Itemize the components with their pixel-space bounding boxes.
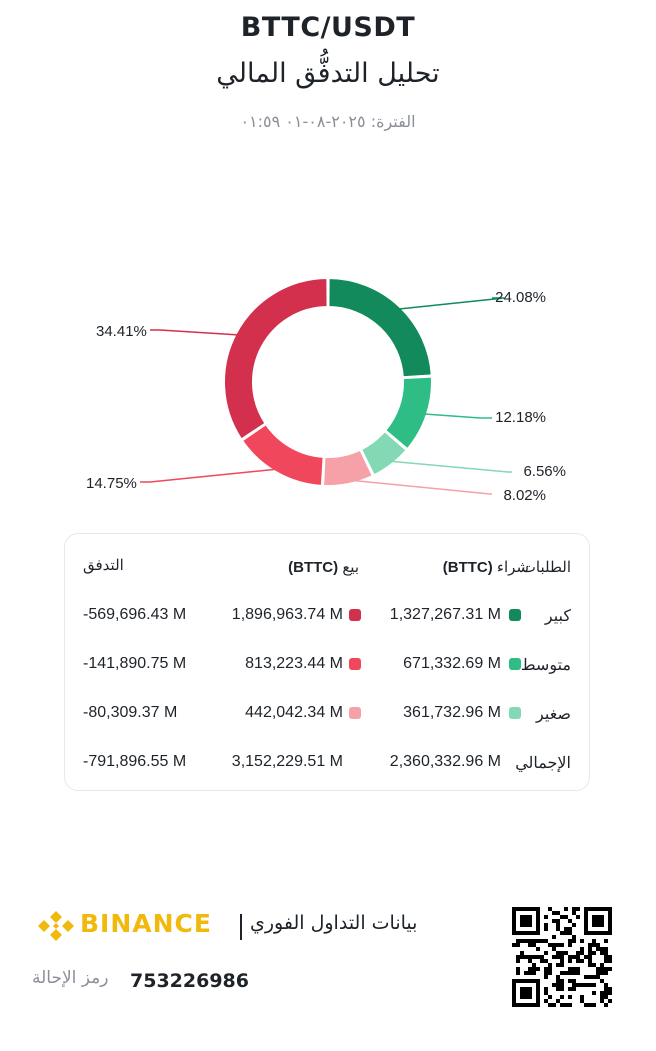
row-label: صغير xyxy=(536,706,571,723)
donut-chart: 24.08% 12.18% 6.56% 8.02% 14.75% 34.41% xyxy=(86,276,566,504)
brand-name: BINANCE xyxy=(80,909,212,938)
header-sell-unit: (BTTC) xyxy=(288,559,339,576)
flow-table: الطلبات شراء (BTTC) بيع (BTTC) التدفق كب… xyxy=(64,533,590,791)
header-flow: التدفق xyxy=(83,557,124,574)
sell-swatch xyxy=(349,707,361,719)
leader-line xyxy=(422,413,492,419)
realtime-label: بيانات التداول الفوري xyxy=(250,912,418,934)
row-label: الإجمالي xyxy=(515,755,571,772)
leader-line xyxy=(396,297,505,311)
header-buy-unit: (BTTC) xyxy=(442,559,493,576)
sell-swatch xyxy=(349,658,361,670)
header-sell: بيع (BTTC) xyxy=(288,559,359,576)
buy-swatch xyxy=(509,609,521,621)
sell-value: 442,042.34 M xyxy=(245,704,343,721)
flow-value: -141,890.75 M xyxy=(83,655,187,672)
pie-slice xyxy=(383,375,433,451)
header-buy: شراء (BTTC) xyxy=(442,559,529,576)
sell-value: 3,152,229.51 M xyxy=(231,753,343,770)
divider xyxy=(240,914,242,940)
leader-line xyxy=(140,468,279,483)
pie-slice xyxy=(327,276,433,379)
leader-line xyxy=(389,460,512,473)
flow-value: -80,309.37 M xyxy=(83,704,178,721)
flow-value: -569,696.43 M xyxy=(83,606,187,623)
pie-slice xyxy=(223,276,329,441)
buy-value: 361,732.96 M xyxy=(403,704,501,721)
pair-title: BTTC/USDT xyxy=(240,12,416,43)
leader-line xyxy=(150,329,240,336)
buy-swatch xyxy=(509,707,521,719)
header-orders: الطلبات xyxy=(521,559,571,576)
slice-label: 14.75% xyxy=(86,475,137,492)
slice-label: 12.18% xyxy=(495,409,546,426)
sell-value: 813,223.44 M xyxy=(245,655,343,672)
slice-label: 6.56% xyxy=(523,463,566,480)
page-title: تحليل التدفُّق المالي xyxy=(216,58,440,89)
row-label: كبير xyxy=(544,608,571,625)
slice-label: 24.08% xyxy=(495,289,546,306)
pie-slice xyxy=(240,422,325,487)
buy-value: 2,360,332.96 M xyxy=(389,753,501,770)
binance-logo-icon xyxy=(38,911,74,941)
referral-code: 753226986 xyxy=(130,970,249,992)
row-label: متوسط xyxy=(520,657,571,674)
qr-code[interactable] xyxy=(512,907,612,1007)
buy-swatch xyxy=(509,658,521,670)
buy-value: 671,332.69 M xyxy=(403,655,501,672)
buy-value: 1,327,267.31 M xyxy=(389,606,501,623)
flow-value: -791,896.55 M xyxy=(83,753,187,770)
slice-label: 34.41% xyxy=(96,323,147,340)
sell-swatch xyxy=(349,609,361,621)
leader-line xyxy=(347,479,492,495)
referral-label: رمز الإحالة xyxy=(32,968,109,988)
period-text: الفترة: ٢٠٢٥-٠٨-٠١ ٠١:٥٩ xyxy=(240,112,416,131)
sell-value: 1,896,963.74 M xyxy=(231,606,343,623)
slice-label: 8.02% xyxy=(503,487,546,504)
